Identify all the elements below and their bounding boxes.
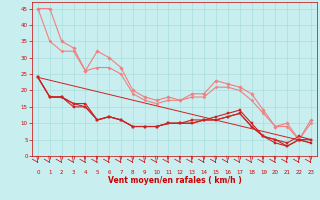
X-axis label: Vent moyen/en rafales ( km/h ): Vent moyen/en rafales ( km/h ) — [108, 176, 241, 185]
